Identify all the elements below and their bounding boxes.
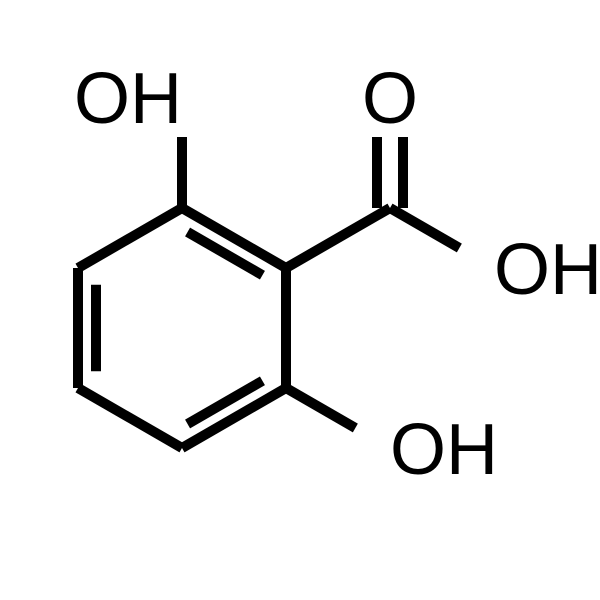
atom-label-o: O: [362, 59, 418, 139]
chemical-structure-diagram: O OH OH OH: [0, 0, 600, 600]
atom-label-oh: OH: [74, 59, 182, 139]
atom-label-oh: OH: [494, 230, 600, 310]
atom-label-oh: OH: [390, 410, 498, 490]
